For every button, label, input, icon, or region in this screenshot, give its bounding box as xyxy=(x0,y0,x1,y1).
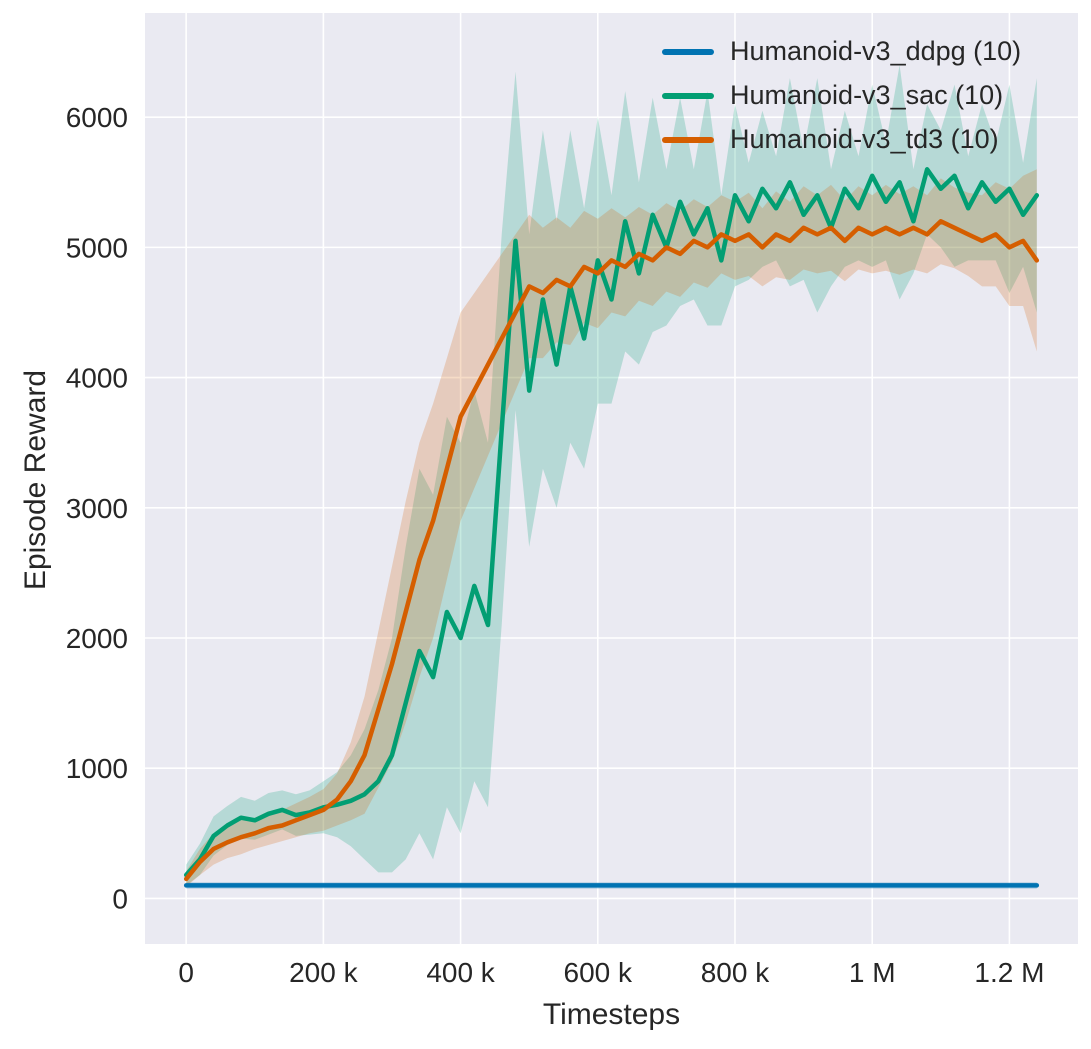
plot-area xyxy=(145,13,1078,944)
x-tick-label: 200 k xyxy=(289,957,358,988)
legend-label-ddpg: Humanoid-v3_ddpg (10) xyxy=(730,36,1022,66)
legend-entry-td3: Humanoid-v3_td3 (10) xyxy=(662,124,1021,155)
legend-line-swatch-sac xyxy=(662,92,714,99)
x-tick-label: 1.2 M xyxy=(974,957,1044,988)
band-Humanoid-v3_sac (10) xyxy=(186,65,1037,886)
legend-label-td3: Humanoid-v3_td3 (10) xyxy=(730,124,999,154)
x-axis-title: Timesteps xyxy=(542,998,681,1031)
y-tick-label: 5000 xyxy=(66,232,128,263)
legend-entry-ddpg: Humanoid-v3_ddpg (10) xyxy=(662,36,1021,67)
legend: Humanoid-v3_ddpg (10) Humanoid-v3_sac (1… xyxy=(662,36,1021,155)
legend-entry-sac: Humanoid-v3_sac (10) xyxy=(662,80,1021,111)
legend-label-sac: Humanoid-v3_sac (10) xyxy=(730,80,1004,110)
y-axis-title: Episode Reward xyxy=(19,369,52,591)
legend-line-swatch-td3 xyxy=(662,136,714,143)
y-tick-label: 2000 xyxy=(66,623,128,654)
x-tick-label: 0 xyxy=(178,957,194,988)
band-Humanoid-v3_td3 (10) xyxy=(186,169,1037,887)
line-Humanoid-v3_td3 (10) xyxy=(183,219,1040,882)
x-tick-label: 1 M xyxy=(849,957,896,988)
legend-line-swatch-ddpg xyxy=(662,48,714,55)
y-tick-label: 0 xyxy=(112,883,128,914)
x-tick-label: 400 k xyxy=(426,957,495,988)
y-tick-label: 6000 xyxy=(66,102,128,133)
y-tick-label: 3000 xyxy=(66,493,128,524)
y-tick-label: 4000 xyxy=(66,363,128,394)
x-tick-label: 600 k xyxy=(564,957,633,988)
x-tick-label: 800 k xyxy=(701,957,770,988)
y-tick-label: 1000 xyxy=(66,753,128,784)
